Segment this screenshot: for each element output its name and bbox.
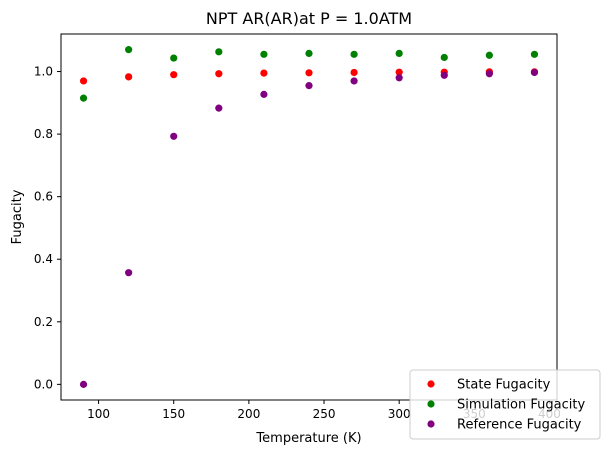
x-tick-label: 150 <box>162 407 185 421</box>
x-axis-label: Temperature (K) <box>255 431 361 446</box>
reference-fugacity-point <box>125 269 133 277</box>
legend: State Fugacity Simulation Fugacity Referen… <box>409 369 601 440</box>
simulation-fugacity-point <box>350 50 358 58</box>
state-fugacity-point <box>79 77 88 85</box>
reference-fugacity-point <box>395 74 403 82</box>
data-points <box>79 46 539 388</box>
state-fugacity-point <box>260 69 268 77</box>
reference-fugacity-point <box>305 82 313 90</box>
y-tick-label: 0.2 <box>34 315 53 329</box>
reference-fugacity-point <box>215 104 223 112</box>
reference-fugacity-point <box>530 68 539 77</box>
reference-fugacity-point <box>79 380 88 388</box>
legend-box <box>409 369 601 440</box>
reference-fugacity-legend-marker <box>427 420 435 428</box>
state-fugacity-legend-marker <box>427 380 435 388</box>
simulation-fugacity-legend-marker <box>427 400 435 408</box>
state-fugacity-point <box>125 73 133 81</box>
state-fugacity-point <box>350 68 358 77</box>
y-axis-ticks: 0.0 0.2 0.4 0.6 0.8 1.0 <box>34 65 61 391</box>
x-tick-label: 100 <box>87 407 110 421</box>
y-tick-label: 0.6 <box>34 190 53 204</box>
x-tick-label: 200 <box>237 407 260 421</box>
reference-fugacity-point <box>170 132 178 140</box>
reference-fugacity-point <box>485 70 493 78</box>
simulation-fugacity-point <box>485 51 493 59</box>
simulation-fugacity-point <box>79 94 88 102</box>
state-fugacity-point <box>215 70 223 78</box>
y-axis-label: Fugacity <box>10 189 25 244</box>
state-fugacity-point <box>305 69 313 77</box>
simulation-fugacity-point <box>170 54 178 62</box>
simulation-fugacity-point <box>260 50 268 58</box>
x-tick-label: 300 <box>388 407 411 421</box>
simulation-fugacity-point <box>215 48 223 56</box>
y-tick-label: 1.0 <box>34 65 53 79</box>
y-tick-label: 0.8 <box>34 127 53 141</box>
x-tick-label: 250 <box>313 407 336 421</box>
simulation-fugacity-point <box>440 53 448 62</box>
simulation-fugacity-point <box>395 49 403 57</box>
simulation-fugacity-legend-label: Simulation Fugacity <box>457 398 585 413</box>
plot-area-frame <box>60 33 558 401</box>
chart-title: NPT AR(AR)at P = 1.0ATM <box>206 9 412 28</box>
reference-fugacity-point <box>440 71 448 79</box>
reference-fugacity-legend-label: Reference Fugacity <box>457 418 582 433</box>
state-fugacity-point <box>170 71 178 79</box>
state-fugacity-point <box>395 68 403 76</box>
state-fugacity-legend-label: State Fugacity <box>457 378 551 393</box>
simulation-fugacity-point <box>305 49 313 57</box>
legend-items: State Fugacity Simulation Fugacity Referen… <box>427 378 585 433</box>
simulation-fugacity-point <box>530 50 539 58</box>
reference-fugacity-point <box>260 90 268 98</box>
reference-fugacity-point <box>350 77 358 85</box>
y-tick-label: 0.0 <box>34 377 53 391</box>
y-tick-label: 0.4 <box>34 252 53 266</box>
simulation-fugacity-point <box>125 46 133 54</box>
